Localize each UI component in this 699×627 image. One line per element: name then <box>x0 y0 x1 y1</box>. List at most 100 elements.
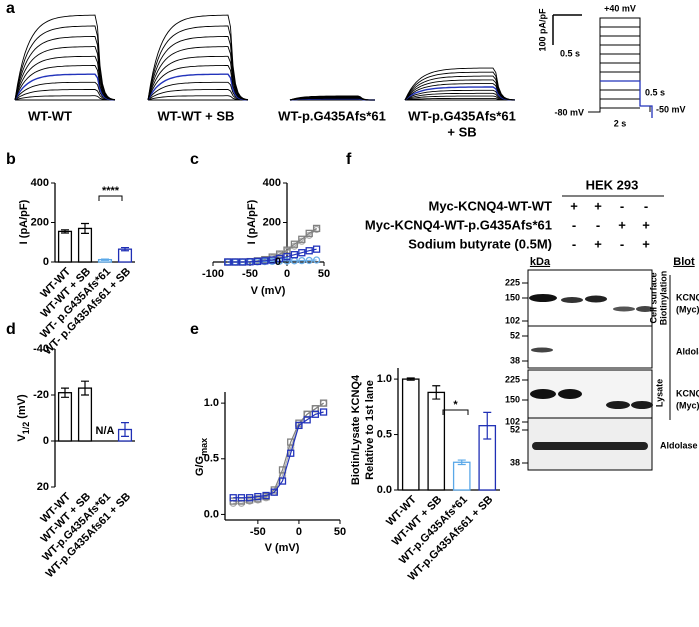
band <box>558 389 582 399</box>
marker <box>298 256 306 265</box>
current-trace <box>14 65 116 101</box>
y-tick-label: 20 <box>37 481 49 493</box>
y-title-main: V <box>16 434 28 442</box>
x-axis-title: V (mV) <box>251 285 286 297</box>
current-trace <box>404 79 516 101</box>
y-axis-title: G/Gmax <box>194 438 209 476</box>
sign: - <box>572 217 576 232</box>
error-bar <box>101 258 109 261</box>
error-bar <box>61 387 69 398</box>
x-tick-label: 50 <box>334 526 346 538</box>
sign: - <box>572 236 576 251</box>
band <box>613 306 635 312</box>
current-trace <box>14 14 116 101</box>
trace-label: + SB <box>447 124 476 139</box>
sign-grid: + + - - - - + + - + - + <box>570 198 650 251</box>
marker <box>246 258 254 266</box>
band <box>636 306 654 312</box>
current-trace <box>14 36 116 101</box>
y-tick-label: 0.0 <box>377 484 392 496</box>
protocol-label: -50 mV <box>656 104 686 114</box>
marker <box>245 494 254 502</box>
target-label: (Myc) <box>676 304 699 314</box>
target-label: KCNQ4 <box>676 388 699 398</box>
mw-label: 52 <box>510 424 520 434</box>
marker <box>253 257 262 266</box>
sign: - <box>620 236 624 251</box>
sign: + <box>642 217 650 232</box>
current-trace <box>14 46 116 101</box>
row-label: Sodium butyrate (0.5M) <box>408 236 552 251</box>
marker <box>305 247 313 255</box>
current-trace <box>14 89 116 101</box>
y-axis-title: V1/2 (mV) <box>16 394 31 442</box>
bar <box>452 461 471 491</box>
mw-label: 102 <box>505 416 520 426</box>
y-tick-label: 0 <box>275 256 281 268</box>
annotation: * <box>453 399 458 411</box>
series-line <box>233 411 324 499</box>
y-title-sub: max <box>199 438 209 456</box>
y-tick-label: 0.0 <box>204 508 219 520</box>
error-bar <box>483 411 492 440</box>
error-bar <box>121 246 129 252</box>
scale-bar: 100 pA/pF 0.5 s <box>537 8 582 58</box>
marker <box>254 492 262 501</box>
current-trace <box>14 25 116 101</box>
current-trace <box>147 73 249 101</box>
blot-box <box>527 325 653 369</box>
marker <box>303 416 311 424</box>
y-tick-label: 200 <box>31 216 49 228</box>
y-axis-title: I (pA/pF) <box>18 199 30 244</box>
y-tick-label: -40 <box>33 343 49 355</box>
target-label: KCNQ4 <box>676 292 699 302</box>
current-trace <box>404 83 516 101</box>
cell-line: HEK 293 <box>586 177 639 192</box>
target-label: Aldolase <box>660 440 698 450</box>
trace-label: WT-p.G435Afs*61 <box>278 108 386 123</box>
sign: + <box>594 198 602 213</box>
current-trace <box>147 46 249 101</box>
current-trace <box>404 95 515 101</box>
current-trace <box>147 65 249 101</box>
bar <box>401 378 420 491</box>
sign: + <box>642 236 650 251</box>
marker <box>229 494 237 502</box>
marker <box>268 256 276 264</box>
bar <box>77 387 93 442</box>
marker <box>311 410 320 418</box>
error-bar <box>457 459 466 466</box>
trace-label: WT-WT + SB <box>158 108 235 123</box>
mw-label: 102 <box>505 315 520 325</box>
x-axis-title: V (mV) <box>265 542 300 554</box>
marker <box>298 249 306 257</box>
error-bar <box>121 422 129 437</box>
marker <box>312 256 321 264</box>
current-trace <box>147 36 249 101</box>
current-trace <box>14 81 116 101</box>
sign: - <box>596 217 600 232</box>
current-trace <box>404 67 516 101</box>
y-tick-label: 400 <box>263 177 281 189</box>
current-trace <box>14 95 115 101</box>
mw-label: 150 <box>505 292 520 302</box>
marker <box>238 258 247 266</box>
sign: + <box>594 236 602 251</box>
y-title-main: G/G <box>194 456 206 476</box>
scale-current: 100 pA/pF <box>537 8 547 52</box>
scale-time: 0.5 s <box>560 48 580 58</box>
marker <box>305 229 313 238</box>
current-trace <box>404 75 516 101</box>
panel-letter: a <box>6 0 15 17</box>
y-title-unit: (mV) <box>16 394 28 419</box>
error-bar <box>406 377 415 381</box>
band <box>606 401 630 409</box>
panel-letter: c <box>190 151 199 168</box>
marker <box>275 254 284 263</box>
marker <box>261 257 269 265</box>
marker <box>270 488 278 496</box>
y-tick-label: 0 <box>43 256 49 268</box>
y-tick-label: 0 <box>43 435 49 447</box>
current-trace <box>289 95 375 101</box>
protocol-label: 2 s <box>614 118 627 128</box>
